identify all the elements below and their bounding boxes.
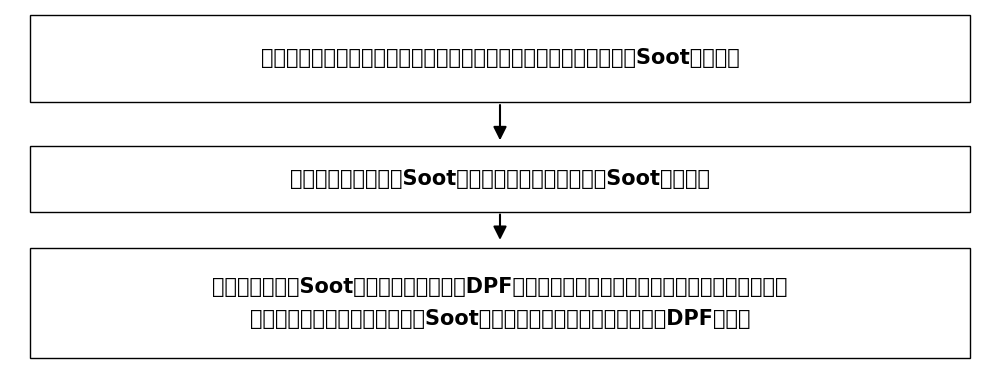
Bar <box>30 146 970 212</box>
Text: 计算主动再生消耗的Soot质量流量，得到再生总消耗Soot质量流量: 计算主动再生消耗的Soot质量流量，得到再生总消耗Soot质量流量 <box>290 169 710 189</box>
Text: 计算未被反应的Soot质量流量，根据判断DPF发动机所处不同的运行状态，根据运行状态选择不
同的积分初始值，对未被反应的Soot质量流量进行积分，最终得到当前D: 计算未被反应的Soot质量流量，根据判断DPF发动机所处不同的运行状态，根据运行… <box>212 277 788 329</box>
Text: 判断发动机的运行状态，当处于被动再生状态，计算被动再生消耗的Soot质量流量: 判断发动机的运行状态，当处于被动再生状态，计算被动再生消耗的Soot质量流量 <box>261 49 739 68</box>
Bar <box>30 15 970 102</box>
Bar <box>30 248 970 358</box>
